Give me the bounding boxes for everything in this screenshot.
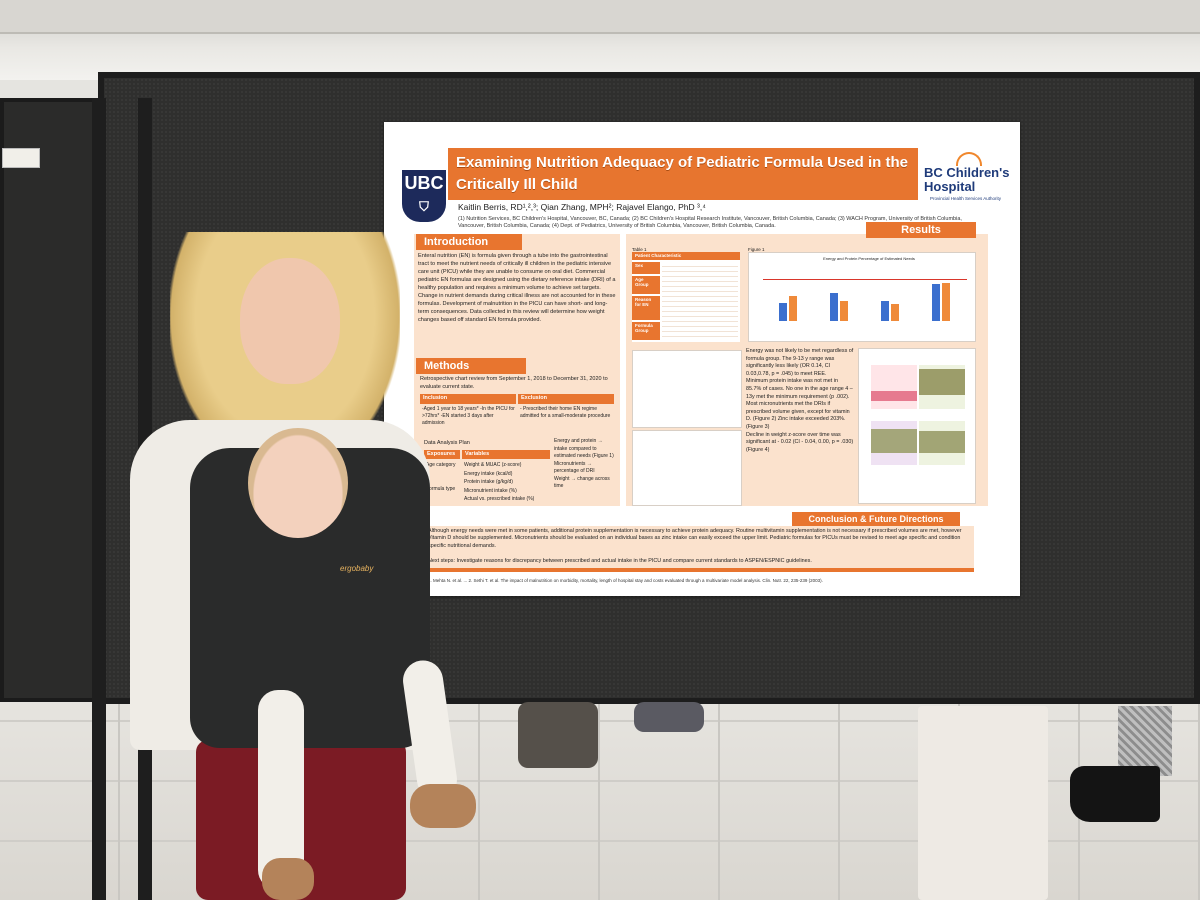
figure4-band-4 — [919, 431, 965, 453]
background-person-legs — [918, 706, 1048, 900]
figure4-band-1 — [871, 391, 917, 401]
panel-tag — [2, 148, 40, 168]
display-panel-left — [0, 98, 100, 702]
background-shoes — [634, 702, 704, 732]
baby-shoe-right — [410, 784, 476, 828]
variables-heading: Variables — [462, 450, 550, 459]
inclusion-criteria: -Aged 1 year to 18 years* -In the PICU f… — [422, 406, 515, 426]
variables-list: Weight & MUAC (z-score) Energy intake (k… — [464, 462, 535, 502]
table-title: Table 1 — [632, 247, 647, 252]
figure4-panel-4 — [919, 421, 965, 465]
figure1-label: Figure 1 — [748, 247, 765, 252]
figure3-chart — [632, 430, 742, 506]
figure4-panel-2 — [919, 365, 965, 409]
sun-icon — [956, 152, 982, 166]
figure4-band-3 — [871, 429, 917, 453]
figure1-reference-line — [763, 279, 967, 280]
figure4-band-2 — [919, 369, 965, 395]
exclusion-heading: Exclusion — [518, 394, 614, 404]
exclusion-criteria: - Prescribed their home EN regime admitt… — [520, 406, 611, 419]
introduction-panel — [414, 234, 620, 360]
introduction-text: Enteral nutrition (EN) is formula given … — [418, 253, 616, 323]
result-bullet-energy: Energy was not likely to be met regardle… — [746, 348, 854, 377]
figure1-plot-area — [763, 271, 967, 321]
patient-characteristics-table: Patient Characteristic Sex Age Group Rea… — [632, 252, 740, 342]
figure1-bar-blue — [778, 303, 787, 321]
table-group-formula: Formula Group — [632, 322, 660, 340]
table-group-reason: Reason for EN — [632, 296, 660, 320]
exposure-formula: Formula type — [426, 486, 456, 492]
carrier-brand: ergobaby — [340, 564, 374, 573]
woman-face — [240, 258, 340, 384]
methods-panel — [414, 358, 620, 506]
inclusion-heading: Inclusion — [420, 394, 516, 404]
ubc-logo: UBC ⛉ — [402, 170, 446, 222]
conclusion-heading: Conclusion & Future Directions — [792, 512, 960, 526]
result-bullet-weight: Decline in weight z-score over time was … — [746, 431, 854, 453]
figure1-bar-orange — [788, 296, 797, 321]
hiking-boots — [518, 702, 598, 768]
result-bullet-protein: Minimum protein intake was not met in 85… — [746, 378, 853, 400]
background-person-pants — [1118, 706, 1172, 776]
baby-face — [248, 428, 348, 538]
conclusion-panel — [422, 526, 974, 568]
figure1-bar-orange — [941, 283, 950, 321]
exposure-age: Age category — [426, 462, 456, 468]
baby-leg-left — [258, 690, 304, 890]
conclusion-underline — [422, 568, 974, 572]
results-heading: Results — [866, 222, 976, 238]
figure2-chart — [632, 350, 742, 428]
table-header: Patient Characteristic — [632, 252, 740, 260]
figure1-bar-orange — [839, 301, 848, 321]
analysis-plan-title: Data Analysis Plan — [424, 440, 470, 446]
figure1-caption: Energy and Protein Percentage of Estimat… — [823, 256, 915, 261]
figure4-panel-1 — [871, 365, 917, 409]
panel-pole-left — [92, 98, 106, 900]
baby-shoe-left — [262, 858, 314, 900]
figure1-bar-blue — [931, 284, 940, 321]
figure1-bar-blue — [880, 301, 889, 321]
result-bullet-micronutrients: Most micronutrients met the DRIs if pres… — [746, 401, 850, 430]
methods-text: Retrospective chart review from Septembe… — [420, 376, 608, 390]
poster-title: Examining Nutrition Adequacy of Pediatri… — [448, 148, 918, 200]
results-bullets: Energy was not likely to be met regardle… — [746, 348, 854, 454]
methods-heading: Methods — [416, 358, 526, 374]
introduction-heading: Introduction — [416, 234, 522, 250]
table-body — [662, 262, 738, 340]
table-group-sex: Sex — [632, 262, 660, 274]
outcomes-list: Energy and protein → intake compared to … — [554, 438, 614, 489]
ceiling-beam — [0, 0, 1200, 34]
conclusion-text: Although energy needs were met in some p… — [428, 528, 962, 549]
figure1-chart: Energy and Protein Percentage of Estimat… — [748, 252, 976, 342]
bc-childrens-logo: BC Children's Hospital Provincial Health… — [924, 150, 1014, 210]
research-poster: UBC ⛉ Examining Nutrition Adequacy of Ped… — [384, 122, 1020, 596]
references: 1. Mehta N. et al. ... 2. Sethi T. et al… — [428, 578, 823, 583]
next-steps: Next steps: Investigate reasons for disc… — [428, 558, 812, 564]
black-boot — [1070, 766, 1160, 822]
poster-authors: Kaitlin Berris, RD¹,²,³; Qian Zhang, MPH… — [458, 202, 706, 212]
poster-affiliations: (1) Nutrition Services, BC Children's Ho… — [458, 216, 962, 229]
figure1-bar-blue — [829, 293, 838, 321]
table-group-age: Age Group — [632, 276, 660, 294]
figure4-chart — [858, 348, 976, 504]
figure1-bar-orange — [890, 304, 899, 321]
exposures-heading: Exposures — [424, 450, 460, 459]
figure4-panel-3 — [871, 421, 917, 465]
